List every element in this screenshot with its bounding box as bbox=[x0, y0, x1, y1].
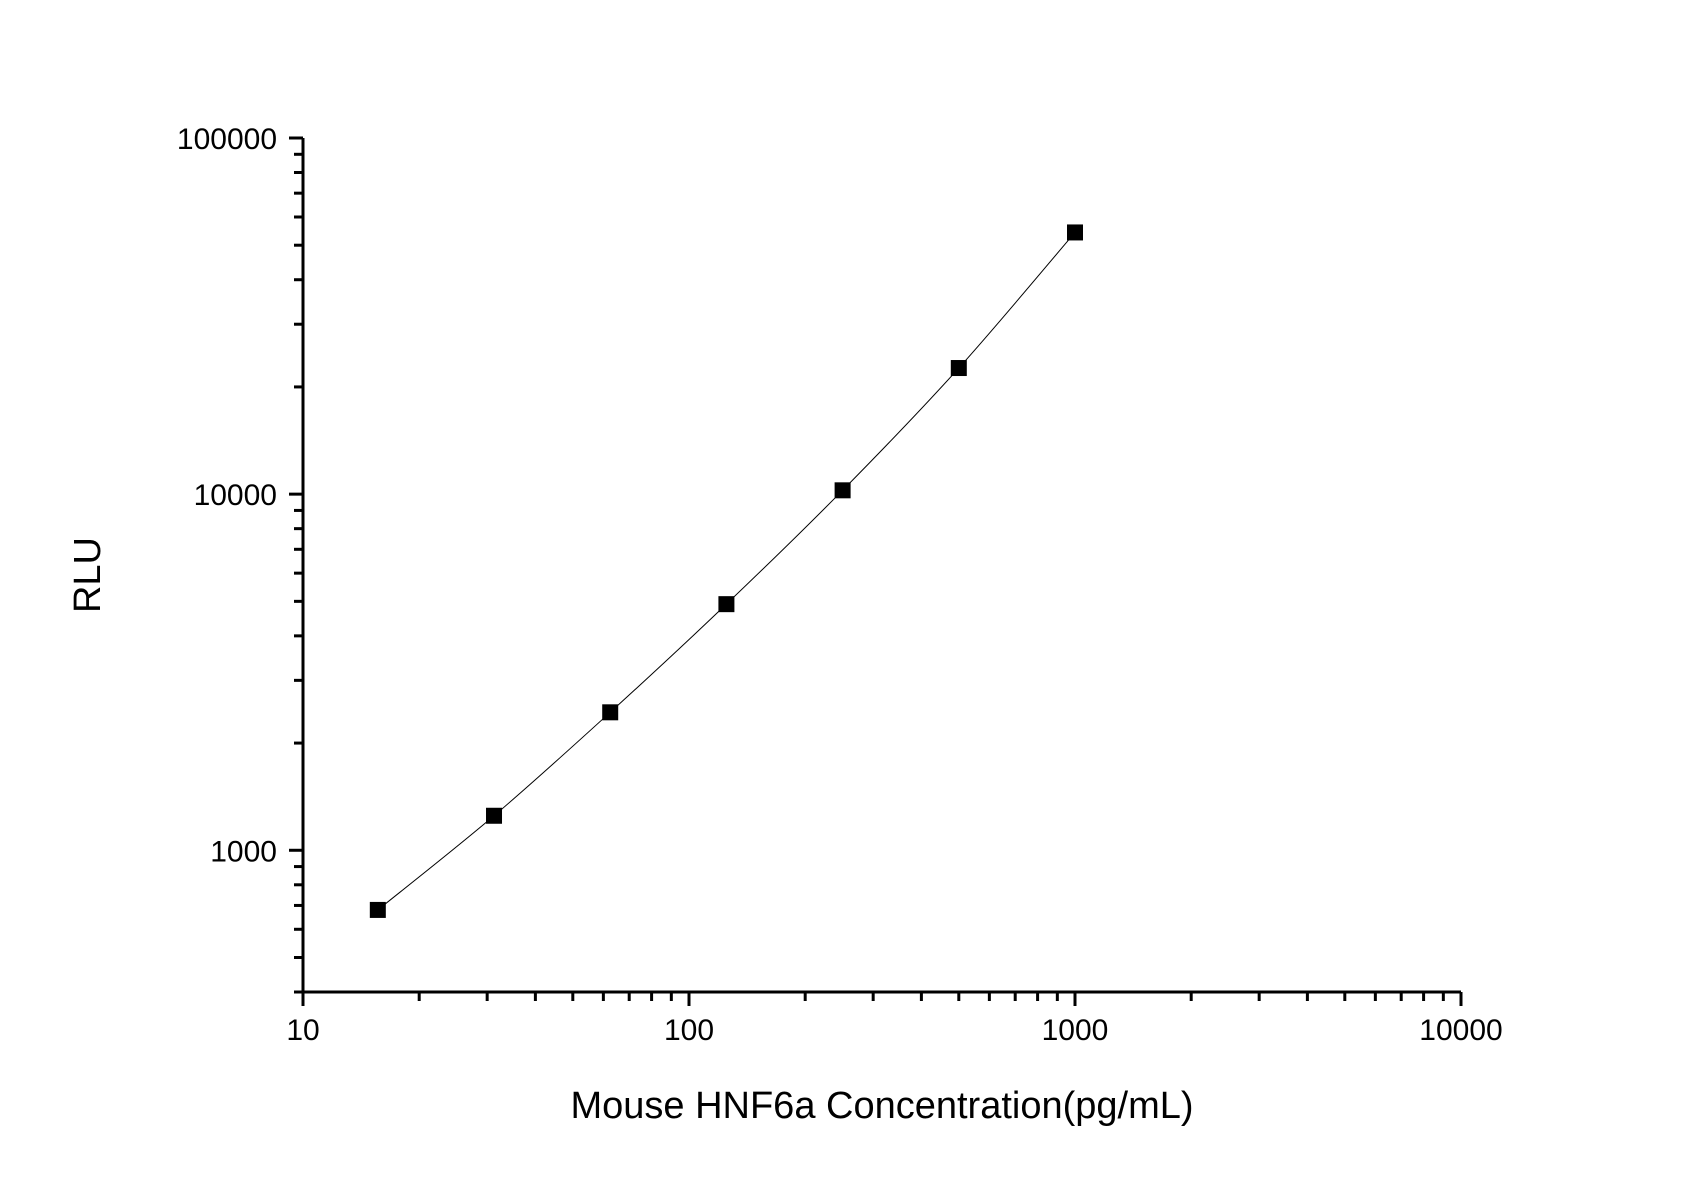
y-axis-title: RLU bbox=[67, 537, 109, 613]
data-point bbox=[834, 482, 851, 499]
x-tick-label: 10 bbox=[286, 1014, 319, 1047]
y-tick-label: 1000 bbox=[210, 835, 277, 868]
fit-curve-line bbox=[377, 232, 1076, 911]
ticks: 10 100 1000 10000 1000 10000 100000 bbox=[177, 123, 1503, 1047]
data-point bbox=[486, 807, 503, 824]
x-axis-title: Mouse HNF6a Concentration(pg/mL) bbox=[570, 1085, 1193, 1127]
x-tick-label: 1000 bbox=[1042, 1014, 1109, 1047]
y-tick-label: 10000 bbox=[194, 479, 277, 512]
axes bbox=[301, 138, 1461, 994]
data-point bbox=[1067, 224, 1083, 241]
data-point bbox=[718, 596, 735, 613]
y-tick-label: 100000 bbox=[177, 123, 277, 156]
data-point bbox=[369, 901, 386, 918]
data-point bbox=[602, 704, 619, 721]
data-point bbox=[950, 360, 967, 377]
fit-curve bbox=[377, 232, 1076, 911]
x-tick-label: 100 bbox=[664, 1014, 714, 1047]
x-tick-label: 10000 bbox=[1419, 1014, 1502, 1047]
data-points bbox=[369, 224, 1083, 918]
